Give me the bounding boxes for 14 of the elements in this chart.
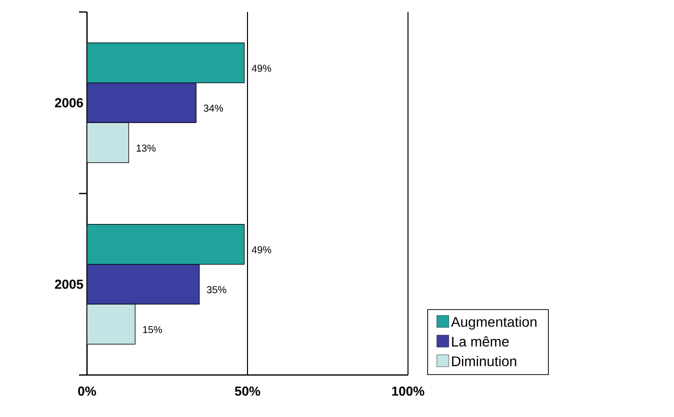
legend-label: Augmentation bbox=[450, 316, 536, 330]
data-label: 15% bbox=[143, 326, 162, 334]
data-label: 49% bbox=[252, 64, 272, 72]
data-label: 34% bbox=[204, 104, 224, 112]
y-tick-label: 2006 bbox=[55, 98, 83, 108]
x-tick-label: 0% bbox=[78, 386, 96, 396]
data-label: 35% bbox=[206, 286, 226, 294]
legend-label: La même bbox=[452, 336, 509, 347]
y-tick-label: 2005 bbox=[55, 280, 84, 289]
data-label: 13% bbox=[136, 144, 156, 152]
data-label: 49% bbox=[252, 246, 272, 254]
x-tick-label: 50% bbox=[234, 386, 260, 396]
legend-label: Diminution bbox=[452, 356, 516, 366]
x-tick-label: 100% bbox=[392, 386, 424, 396]
